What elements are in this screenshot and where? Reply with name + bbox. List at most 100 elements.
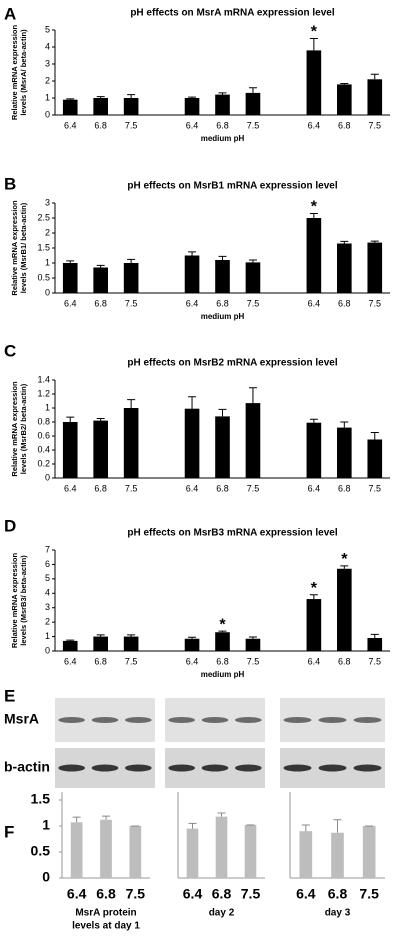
y-axis-label: levels (MsrA/ beta-actin) [19, 29, 28, 116]
bar [186, 828, 199, 878]
error-bar [188, 251, 197, 256]
bar [367, 439, 383, 478]
error-bar [248, 636, 257, 639]
y-axis-label: Relative mRNA expression [10, 25, 19, 121]
x-tick-label: 6.4 [308, 120, 321, 130]
bar [184, 98, 200, 115]
blot-band [283, 764, 312, 772]
x-tick-label: 6.8 [216, 656, 229, 666]
x-tick-label: 6.4 [186, 656, 199, 666]
x-tick-label: 7.5 [247, 656, 260, 666]
y-tick-label: 1.4 [37, 374, 50, 384]
error-bar [340, 83, 349, 85]
error-bar [248, 87, 257, 93]
error-bar [127, 399, 136, 408]
error-bar [340, 565, 349, 569]
x-tick-label: 6.4 [186, 483, 199, 493]
y-tick-label: 0 [42, 869, 50, 885]
blot-band [201, 764, 229, 772]
error-bar [301, 824, 310, 832]
bar [215, 632, 230, 651]
error-bar [127, 258, 136, 263]
y-tick-label: 3 [45, 197, 50, 207]
bar [93, 420, 108, 478]
blot-band [124, 764, 152, 772]
x-tick-label: 6.8 [212, 886, 232, 902]
bar [337, 568, 352, 651]
significance-marker: * [311, 24, 318, 41]
bar [306, 50, 322, 115]
y-axis-label: levels (MsrB2/ beta-actin) [19, 383, 28, 474]
blot-band [124, 717, 152, 723]
error-bar [309, 38, 318, 51]
x-tick-label: 7.5 [247, 298, 260, 308]
y-tick-label: 0.5 [37, 272, 50, 282]
bar [62, 263, 78, 293]
blot-band [58, 717, 85, 723]
y-tick-label: 0 [45, 645, 50, 655]
caption: day 3 [325, 908, 351, 919]
bar [337, 84, 352, 115]
x-tick-label: 7.5 [125, 120, 138, 130]
x-tick-label: 6.8 [338, 483, 351, 493]
bar [306, 422, 322, 478]
bar [367, 242, 383, 293]
x-tick-label: 7.5 [125, 656, 138, 666]
blot-band [283, 717, 312, 723]
y-axis-label: levels (MsrB3/ beta-actin) [19, 555, 28, 646]
error-bar [370, 432, 379, 440]
bar [367, 638, 383, 651]
blot-band [318, 764, 347, 772]
error-bar [340, 421, 349, 428]
y-tick-label: 0.6 [37, 430, 50, 440]
bar [306, 218, 322, 293]
y-tick-label: 5 [45, 573, 50, 583]
blot-band [318, 717, 347, 723]
bar [62, 99, 78, 115]
x-tick-label: 6.8 [96, 886, 116, 902]
error-bar [188, 396, 197, 409]
blot-band [353, 764, 382, 772]
bar [337, 243, 352, 293]
x-tick-label: 6.8 [216, 298, 229, 308]
error-bar [188, 636, 197, 639]
bar [129, 826, 142, 878]
x-tick-label: 6.4 [296, 886, 316, 902]
y-tick-label: 1.5 [37, 242, 50, 252]
y-tick-label: 4 [45, 41, 50, 51]
panel-letter: B [4, 174, 16, 193]
error-bar [127, 634, 136, 637]
panel-letter: A [4, 4, 16, 23]
bar [367, 79, 383, 115]
error-bar [96, 634, 105, 637]
error-bar [248, 387, 257, 404]
y-axis-label: Relative mRNA expression [10, 381, 19, 477]
chart-title: pH effects on MsrB3 mRNA expression leve… [127, 528, 337, 539]
significance-marker: * [341, 551, 348, 568]
y-tick-label: 1 [42, 817, 50, 833]
bar [123, 263, 139, 293]
x-tick-label: 7.5 [369, 656, 382, 666]
caption: day 2 [209, 908, 235, 919]
chart-title: pH effects on MsrA mRNA expression level [130, 8, 335, 19]
error-bar [218, 630, 227, 633]
chart-title: pH effects on MsrB2 mRNA expression leve… [127, 358, 337, 369]
error-bar [309, 594, 318, 600]
error-bar [66, 639, 75, 641]
x-axis-label: medium pH [201, 312, 245, 321]
x-tick-label: 7.5 [247, 483, 260, 493]
bar [123, 408, 139, 478]
x-tick-label: 6.4 [64, 656, 77, 666]
x-tick-label: 6.8 [338, 298, 351, 308]
y-tick-label: 1 [45, 92, 50, 102]
error-bar [370, 73, 379, 80]
bar [215, 260, 230, 293]
y-tick-label: 2 [45, 617, 50, 627]
bar [62, 640, 78, 651]
y-axis-label: Relative mRNA expression [10, 553, 19, 649]
y-tick-label: 1.5 [31, 791, 51, 807]
significance-marker: * [219, 616, 226, 633]
x-tick-label: 7.5 [369, 483, 382, 493]
x-tick-label: 6.8 [328, 886, 348, 902]
